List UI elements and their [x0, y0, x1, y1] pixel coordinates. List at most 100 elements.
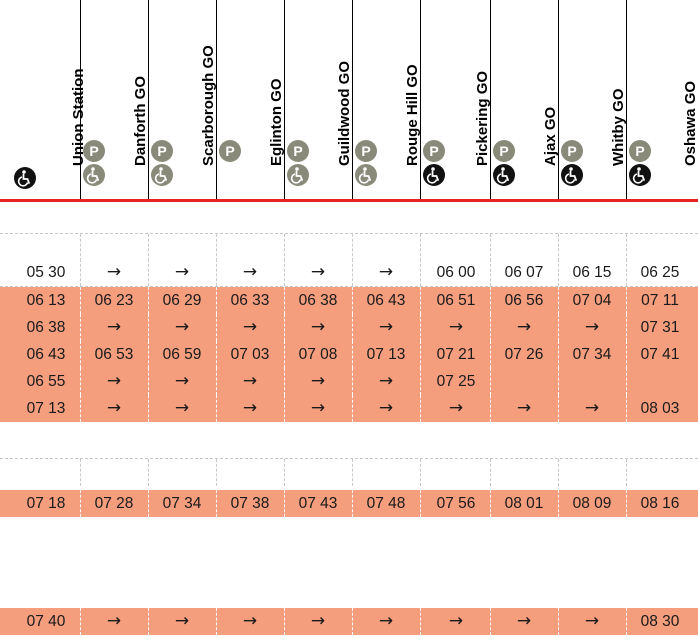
cell-divider — [626, 490, 627, 517]
wheelchair-icon — [493, 164, 515, 186]
station-column: Guildwood GO P — [284, 0, 353, 200]
cell-divider — [626, 341, 627, 368]
cell-divider — [490, 608, 491, 635]
pass-through-arrow: → — [174, 611, 190, 631]
cell-divider — [490, 395, 491, 422]
cell-divider — [352, 259, 353, 286]
column-divider — [558, 0, 559, 200]
column-divider — [148, 0, 149, 200]
svg-text:P: P — [225, 143, 234, 159]
cell-divider — [216, 608, 217, 635]
cell-divider — [558, 608, 559, 635]
cell-divider — [284, 368, 285, 395]
svg-text:P: P — [429, 143, 438, 159]
header-rule — [0, 199, 698, 202]
spacer-row — [0, 458, 698, 486]
cell-divider — [626, 459, 627, 486]
pass-through-arrow: → — [174, 317, 190, 337]
cell-divider — [420, 341, 421, 368]
departure-time: 06 29 — [162, 292, 202, 309]
cell-divider — [148, 287, 149, 314]
cell-divider — [626, 608, 627, 635]
trip-row: 05 30 → → → → → 06 00 06 07 06 15 06 25 — [0, 259, 698, 287]
column-divider — [284, 0, 285, 200]
parking-icon: P — [561, 140, 583, 162]
pass-through-arrow: → — [310, 371, 326, 391]
departure-time: 06 15 — [572, 264, 612, 281]
spacer-row — [0, 555, 698, 582]
cell-divider — [284, 287, 285, 314]
cell-divider — [558, 341, 559, 368]
cell-divider — [352, 459, 353, 486]
departure-time: 06 25 — [640, 264, 680, 281]
cell-divider — [216, 395, 217, 422]
departure-time: 08 30 — [640, 613, 680, 630]
pass-through-arrow: → — [174, 262, 190, 282]
pass-through-arrow: → — [448, 317, 464, 337]
station-name: Oshawa GO — [682, 80, 698, 166]
station-name: Scarborough GO — [200, 45, 217, 166]
wheelchair-icon — [14, 167, 36, 189]
departure-time: 08 16 — [640, 495, 680, 512]
cell-divider — [490, 368, 491, 395]
departure-time: 07 41 — [640, 346, 680, 363]
cell-divider — [626, 395, 627, 422]
station-name: Pickering GO — [474, 70, 491, 166]
departure-time: 08 03 — [640, 400, 680, 417]
cell-divider — [80, 287, 81, 314]
pass-through-arrow: → — [378, 398, 394, 418]
pass-through-arrow: → — [516, 611, 532, 631]
cell-divider — [352, 608, 353, 635]
cell-divider — [352, 368, 353, 395]
station-name: Eglinton GO — [268, 78, 285, 167]
cell-divider — [80, 341, 81, 368]
cell-divider — [80, 234, 81, 261]
trip-row: 06 13 06 23 06 29 06 33 06 38 06 43 06 51 06 56… — [0, 287, 698, 314]
cell-divider — [216, 259, 217, 286]
trip-row: 06 38 → → → → → → → → 07 31 — [0, 314, 698, 341]
cell-divider — [80, 368, 81, 395]
column-divider — [626, 0, 627, 200]
cell-divider — [420, 259, 421, 286]
pass-through-arrow: → — [106, 317, 122, 337]
departure-time: 05 30 — [26, 264, 66, 281]
cell-divider — [80, 459, 81, 486]
pass-through-arrow: → — [174, 371, 190, 391]
column-divider — [216, 0, 217, 200]
departure-time: 07 48 — [366, 495, 406, 512]
cell-divider — [626, 314, 627, 341]
departure-time: 08 01 — [504, 495, 544, 512]
column-divider — [80, 0, 81, 200]
cell-divider — [558, 459, 559, 486]
cell-divider — [558, 259, 559, 286]
departure-time: 06 23 — [94, 292, 134, 309]
departure-time: 06 59 — [162, 346, 202, 363]
departure-time: 07 13 — [366, 346, 406, 363]
departure-time: 07 40 — [26, 613, 66, 630]
wheelchair-icon — [561, 164, 583, 186]
svg-text:P: P — [499, 143, 508, 159]
parking-icon: P — [493, 140, 515, 162]
cell-divider — [490, 459, 491, 486]
pass-through-arrow: → — [448, 611, 464, 631]
cell-divider — [626, 234, 627, 261]
departure-time: 06 38 — [298, 292, 338, 309]
cell-divider — [80, 608, 81, 635]
station-name: Rouge Hill GO — [404, 64, 421, 166]
station-column: Whitby GO P — [558, 0, 627, 200]
cell-divider — [80, 259, 81, 286]
cell-divider — [80, 490, 81, 517]
cell-divider — [148, 459, 149, 486]
pass-through-arrow: → — [242, 262, 258, 282]
departure-time: 07 13 — [26, 400, 66, 417]
cell-divider — [558, 368, 559, 395]
cell-divider — [420, 490, 421, 517]
departure-time: 06 13 — [26, 292, 66, 309]
cell-divider — [352, 287, 353, 314]
station-column: Union Station — [10, 0, 87, 200]
wheelchair-icon — [629, 164, 651, 186]
cell-divider — [284, 234, 285, 261]
parking-icon: P — [83, 140, 105, 162]
cell-divider — [284, 459, 285, 486]
pass-through-arrow: → — [516, 398, 532, 418]
